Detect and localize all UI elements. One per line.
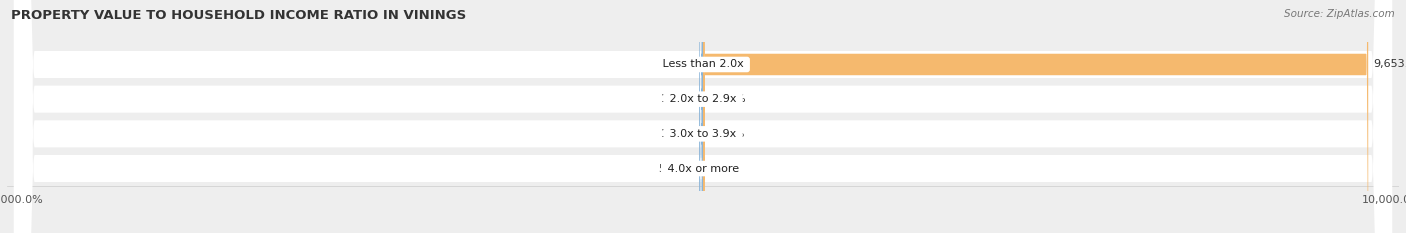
FancyBboxPatch shape — [702, 0, 704, 233]
FancyBboxPatch shape — [699, 0, 703, 233]
FancyBboxPatch shape — [702, 0, 703, 233]
Text: Less than 2.0x: Less than 2.0x — [659, 59, 747, 69]
Text: 14.5%: 14.5% — [661, 94, 696, 104]
Text: 21.7%: 21.7% — [710, 164, 745, 174]
FancyBboxPatch shape — [703, 0, 1368, 233]
Text: 3.0x to 3.9x: 3.0x to 3.9x — [666, 129, 740, 139]
Text: 9,653.6%: 9,653.6% — [1374, 59, 1406, 69]
Text: 2.0x to 2.9x: 2.0x to 2.9x — [666, 94, 740, 104]
Text: 17.4%: 17.4% — [661, 59, 696, 69]
Text: PROPERTY VALUE TO HOUSEHOLD INCOME RATIO IN VININGS: PROPERTY VALUE TO HOUSEHOLD INCOME RATIO… — [11, 9, 467, 22]
FancyBboxPatch shape — [14, 0, 1392, 233]
Text: 15.9%: 15.9% — [710, 129, 745, 139]
Text: 56.3%: 56.3% — [658, 164, 693, 174]
Text: Source: ZipAtlas.com: Source: ZipAtlas.com — [1284, 9, 1395, 19]
FancyBboxPatch shape — [702, 0, 704, 233]
Text: 4.0x or more: 4.0x or more — [664, 164, 742, 174]
FancyBboxPatch shape — [703, 0, 704, 233]
FancyBboxPatch shape — [14, 0, 1392, 233]
Text: 11.8%: 11.8% — [661, 129, 697, 139]
FancyBboxPatch shape — [703, 0, 704, 233]
FancyBboxPatch shape — [14, 0, 1392, 233]
FancyBboxPatch shape — [14, 0, 1392, 233]
FancyBboxPatch shape — [703, 0, 704, 233]
Text: 24.2%: 24.2% — [710, 94, 745, 104]
